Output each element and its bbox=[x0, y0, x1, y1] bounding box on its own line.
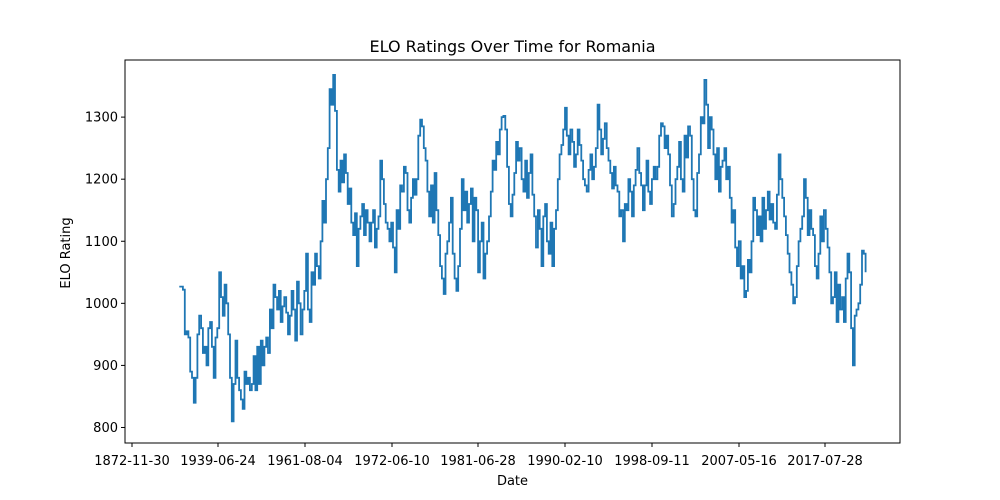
x-tick-label: 1939-06-24 bbox=[180, 454, 256, 469]
x-tick-label: 1981-06-28 bbox=[440, 454, 516, 469]
y-tick-label: 800 bbox=[93, 421, 118, 436]
y-axis: 800 900 1000 1100 1200 1300 bbox=[85, 111, 125, 436]
y-tick-label: 1200 bbox=[85, 173, 118, 188]
y-tick-label: 900 bbox=[93, 359, 118, 374]
y-tick-label: 1300 bbox=[85, 111, 118, 126]
x-tick-label: 1990-02-10 bbox=[527, 454, 603, 469]
x-axis: 1872-11-30 1939-06-24 1961-08-04 1972-06-10… bbox=[94, 443, 863, 469]
y-tick-label: 1000 bbox=[85, 297, 118, 312]
y-axis-label: ELO Rating bbox=[59, 217, 74, 288]
series-line-romania bbox=[179, 74, 867, 423]
x-tick-label: 1872-11-30 bbox=[94, 454, 170, 469]
x-tick-label: 2017-07-28 bbox=[787, 454, 863, 469]
x-tick-label: 1961-08-04 bbox=[267, 454, 343, 469]
x-tick-label: 1972-06-10 bbox=[354, 454, 430, 469]
chart-title: ELO Ratings Over Time for Romania bbox=[369, 37, 655, 56]
plot-frame bbox=[124, 59, 901, 444]
x-axis-label: Date bbox=[497, 474, 528, 489]
x-tick-label: 1998-09-11 bbox=[614, 454, 690, 469]
y-tick-label: 1100 bbox=[85, 235, 118, 250]
x-tick-label: 2007-05-16 bbox=[701, 454, 777, 469]
